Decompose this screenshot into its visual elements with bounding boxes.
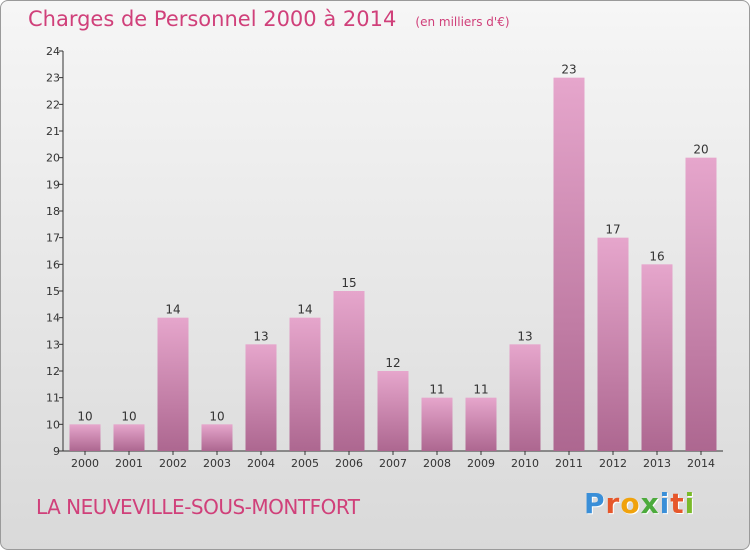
y-tick-label: 17 xyxy=(46,232,60,245)
y-tick-label: 23 xyxy=(46,72,60,85)
x-tick-label: 2000 xyxy=(71,457,99,470)
bar-value-label: 23 xyxy=(561,63,576,77)
y-tick-label: 14 xyxy=(46,312,60,325)
logo-letter: t xyxy=(670,487,685,520)
place-name: LA NEUVEVILLE-SOUS-MONTFORT xyxy=(36,495,360,519)
bar xyxy=(113,424,145,451)
bar-value-label: 10 xyxy=(77,409,92,423)
y-tick-label: 13 xyxy=(46,338,60,351)
bar-value-label: 14 xyxy=(165,303,180,317)
bar xyxy=(289,317,321,451)
bar xyxy=(245,344,277,451)
logo-letter: o xyxy=(620,487,641,520)
logo-letter: i xyxy=(659,487,671,520)
bar xyxy=(465,397,497,451)
y-tick-label: 18 xyxy=(46,205,60,218)
proxiti-logo: Proxiti xyxy=(584,487,695,520)
bar xyxy=(157,317,189,451)
bar-value-label: 13 xyxy=(517,329,532,343)
x-tick-label: 2002 xyxy=(159,457,187,470)
bar xyxy=(69,424,101,451)
x-tick-label: 2011 xyxy=(555,457,583,470)
x-tick-label: 2003 xyxy=(203,457,231,470)
chart-unit: (en milliers d'€) xyxy=(415,15,510,29)
logo-letter: P xyxy=(584,487,606,520)
y-tick-label: 12 xyxy=(46,365,60,378)
bar xyxy=(553,77,585,452)
logo-letter: x xyxy=(640,487,660,520)
logo-letter: i xyxy=(684,487,696,520)
x-tick-label: 2014 xyxy=(687,457,715,470)
bar-value-label: 12 xyxy=(385,356,400,370)
x-tick-label: 2013 xyxy=(643,457,671,470)
y-tick-label: 20 xyxy=(46,152,60,165)
y-tick-label: 16 xyxy=(46,258,60,271)
x-tick-label: 2008 xyxy=(423,457,451,470)
bar-value-label: 15 xyxy=(341,276,356,290)
y-tick-label: 24 xyxy=(46,45,60,58)
bar-value-label: 10 xyxy=(121,409,136,423)
x-tick-label: 2001 xyxy=(115,457,143,470)
bar xyxy=(421,397,453,451)
x-tick-label: 2012 xyxy=(599,457,627,470)
bar-value-label: 14 xyxy=(297,303,312,317)
logo-letter: r xyxy=(605,487,621,520)
x-tick-label: 2004 xyxy=(247,457,275,470)
chart-title: Charges de Personnel 2000 à 2014 xyxy=(28,7,397,31)
bar xyxy=(685,157,717,451)
bar xyxy=(377,371,409,451)
bar-value-label: 10 xyxy=(209,409,224,423)
y-tick-label: 22 xyxy=(46,98,60,111)
bar xyxy=(509,344,541,451)
x-tick-label: 2007 xyxy=(379,457,407,470)
bar-value-label: 20 xyxy=(693,143,708,157)
y-tick-label: 10 xyxy=(46,418,60,431)
x-tick-label: 2006 xyxy=(335,457,363,470)
bar xyxy=(641,264,673,451)
bar-value-label: 11 xyxy=(473,383,488,397)
bar xyxy=(333,291,365,451)
x-tick-label: 2010 xyxy=(511,457,539,470)
bar xyxy=(597,237,629,451)
y-tick-label: 9 xyxy=(53,445,60,458)
y-tick-label: 15 xyxy=(46,285,60,298)
bar-value-label: 16 xyxy=(649,249,664,263)
bar-value-label: 11 xyxy=(429,383,444,397)
bar-value-label: 13 xyxy=(253,329,268,343)
x-tick-label: 2005 xyxy=(291,457,319,470)
bar xyxy=(201,424,233,451)
y-tick-label: 19 xyxy=(46,178,60,191)
x-tick-label: 2009 xyxy=(467,457,495,470)
y-tick-label: 21 xyxy=(46,125,60,138)
bar-value-label: 17 xyxy=(605,223,620,237)
y-tick-label: 11 xyxy=(46,392,60,405)
title-row: Charges de Personnel 2000 à 2014 (en mil… xyxy=(28,7,510,31)
